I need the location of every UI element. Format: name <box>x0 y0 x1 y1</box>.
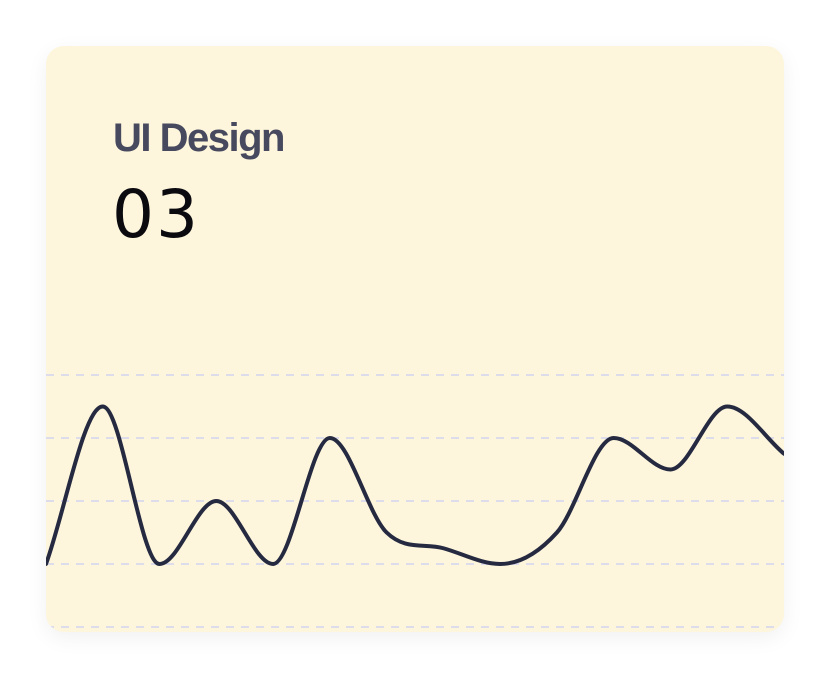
chart-series <box>46 404 784 566</box>
stat-card: UI Design 03 <box>46 46 784 632</box>
chart-grid <box>46 374 784 628</box>
series-line-0 <box>46 404 784 566</box>
card-title: UI Design <box>113 116 285 160</box>
line-chart <box>46 374 784 628</box>
card-value: 03 <box>112 176 200 253</box>
